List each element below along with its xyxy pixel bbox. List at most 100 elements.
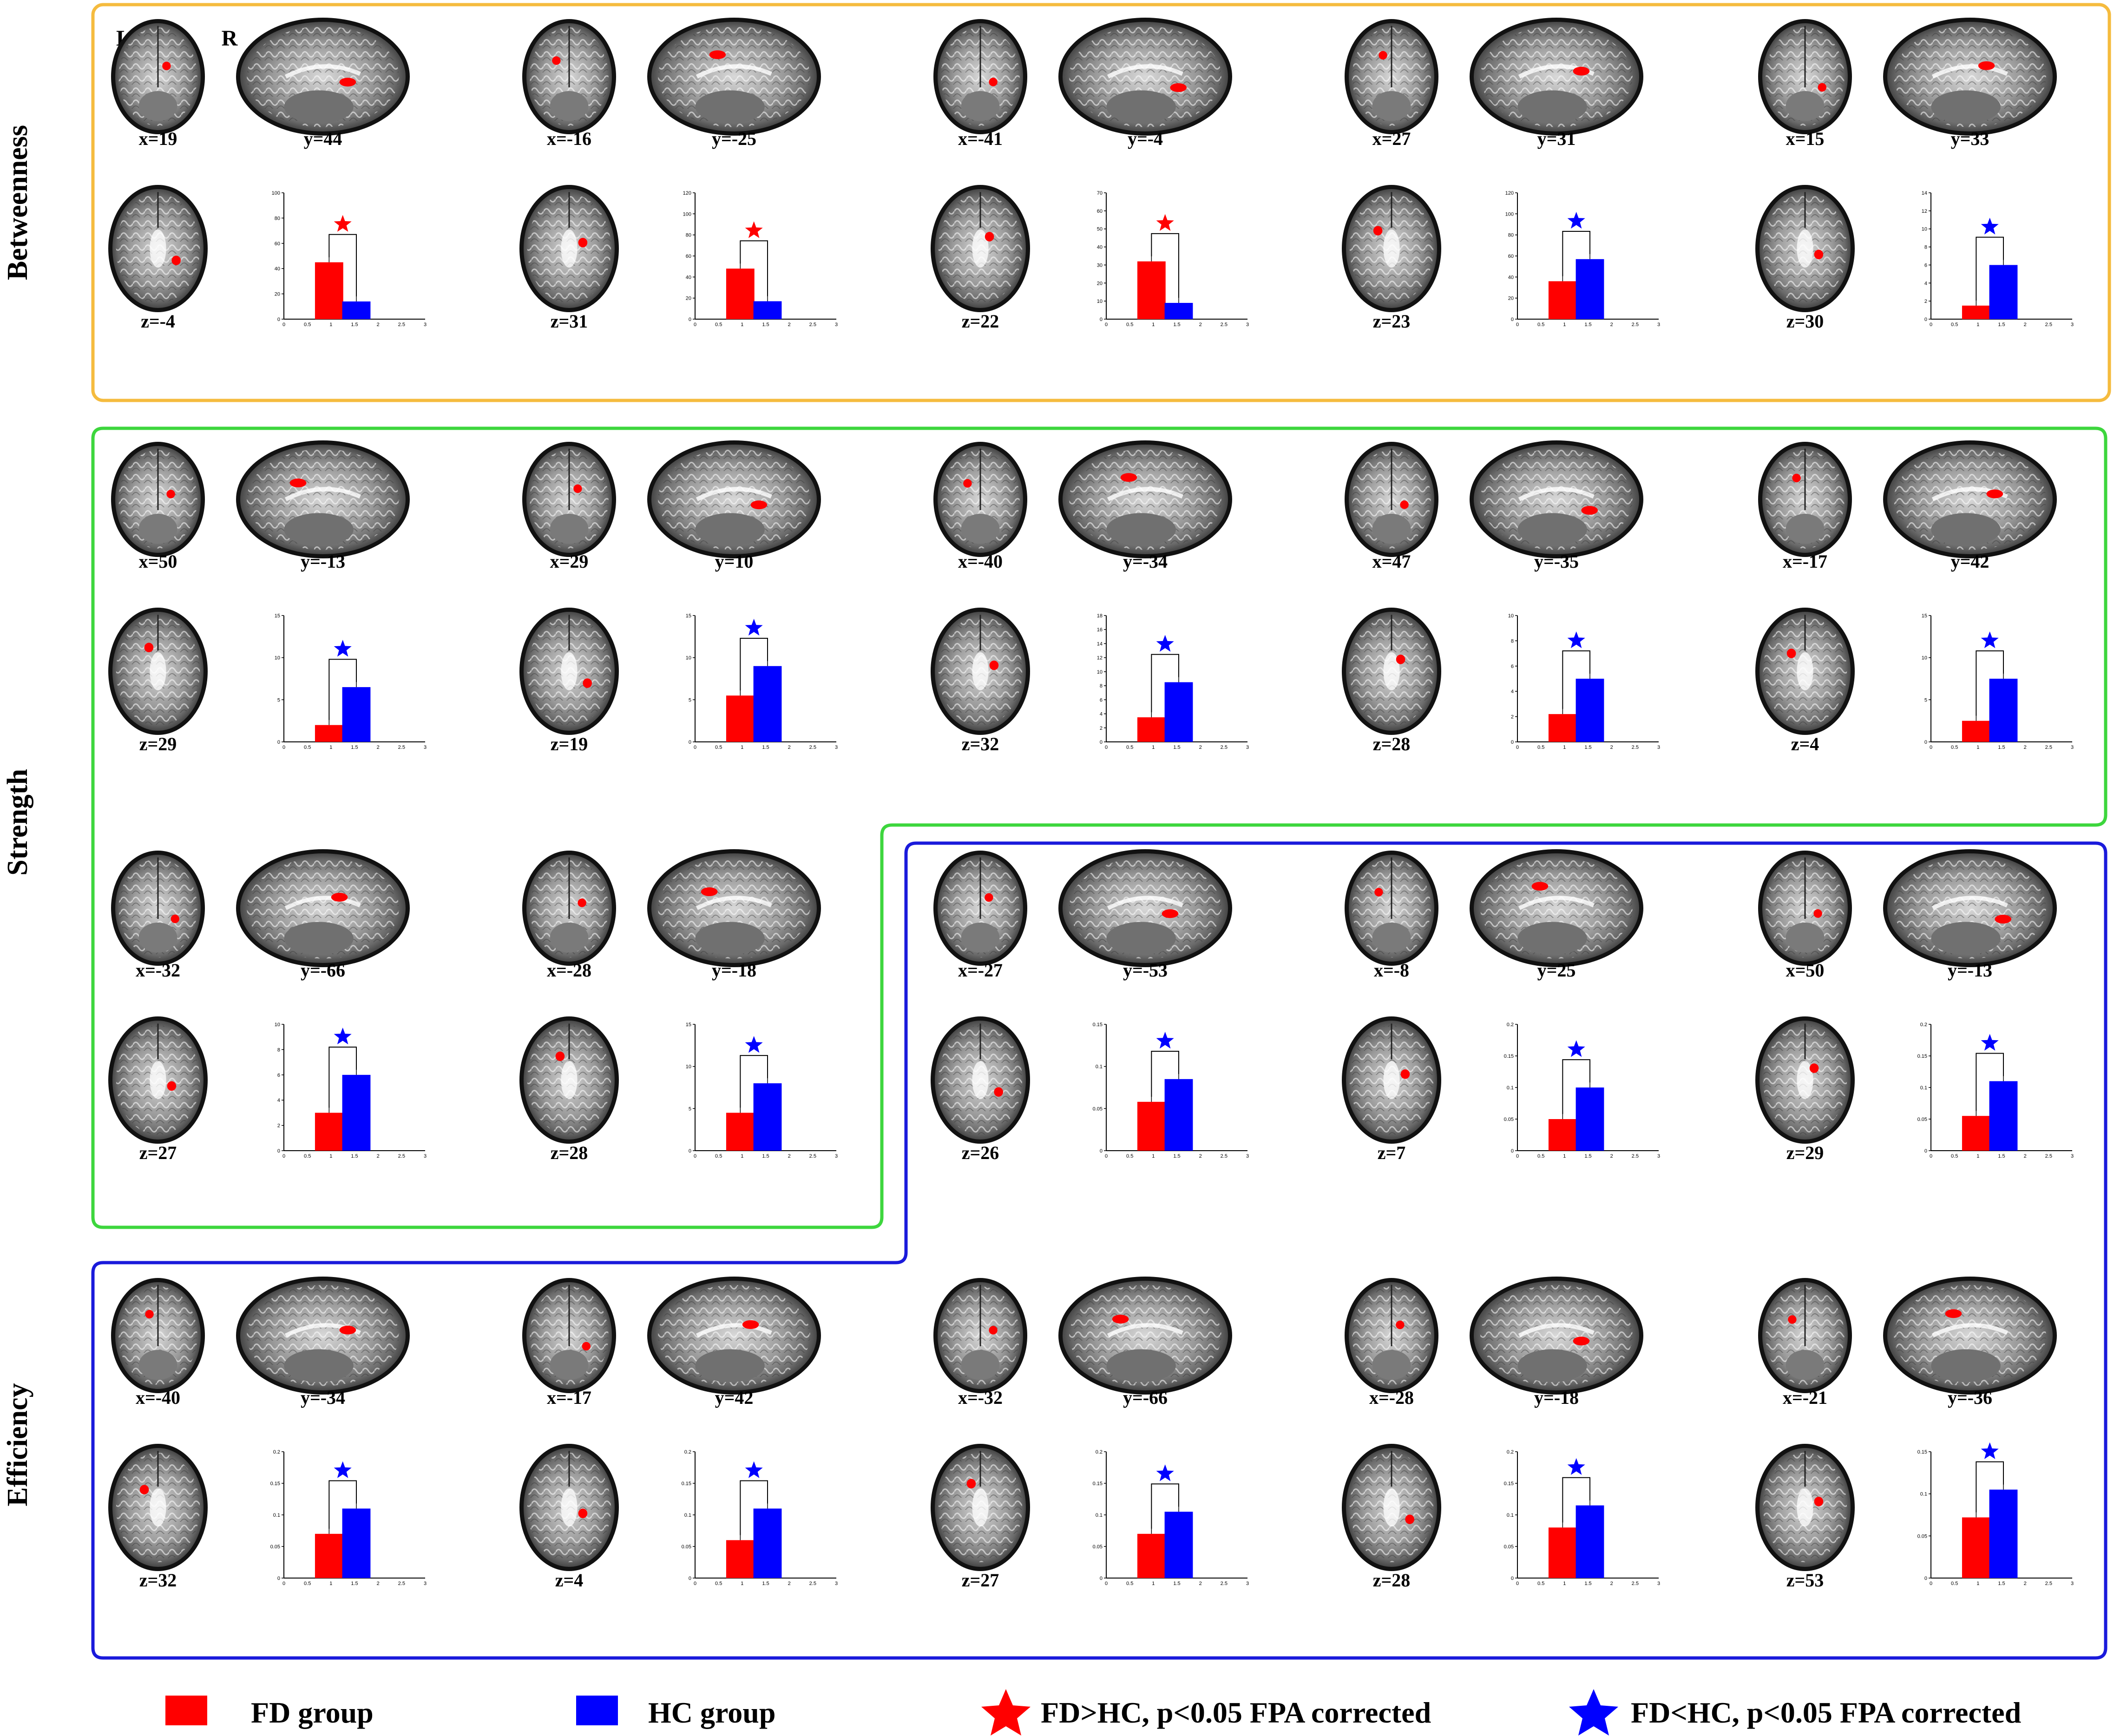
x-tick-label: 1.5 — [1173, 322, 1180, 328]
significance-bracket — [328, 1046, 357, 1108]
ventricles — [1383, 1061, 1400, 1099]
y-tick-label: 18 — [1097, 613, 1103, 619]
section-title-betweenness: Betweenness — [2, 125, 33, 280]
gyri-texture — [1069, 858, 1221, 959]
activation-cluster — [701, 887, 718, 897]
ventricles — [1797, 1488, 1813, 1526]
panel-x=-8: x=-8 y=25 z=7 0 0.05 0.1 0.15 0.2 0 0.5 1 1.5 2 2.5 3 — [1342, 849, 1660, 1163]
x-tick-label: 2.5 — [2045, 1581, 2052, 1586]
y-tick-label: 0.15 — [1093, 1022, 1103, 1028]
bar-hc — [753, 1508, 782, 1578]
activation-cluster — [339, 78, 356, 87]
y-tick-label: 40 — [1508, 275, 1514, 280]
panel-x=-40: x=-40 y=-34 z=32 0 0.05 0.1 0.15 0.2 0 0.5 1 1.5 2 2.… — [108, 1277, 427, 1591]
coronal-slice — [1345, 1278, 1438, 1393]
panel-x=-28: x=-28 y=-18 z=28 0 0.05 0.1 0.15 0.2 0 0.5 1 1.5 2 2.… — [1342, 1277, 1660, 1591]
y-tick-label: 12 — [1097, 655, 1103, 661]
corpus-callosum — [1518, 1323, 1595, 1338]
x-tick-label: 0.5 — [1126, 1153, 1133, 1159]
bar-fd — [1548, 714, 1577, 742]
x-tick-label: 2.5 — [2045, 322, 2052, 328]
coronal-label: x=29 — [550, 551, 589, 572]
activation-cluster — [171, 255, 181, 265]
bar-fd — [315, 262, 343, 319]
x-tick-label: 2.5 — [1221, 1153, 1228, 1159]
x-tick-label: 0 — [1516, 322, 1519, 328]
gyri-texture — [247, 858, 399, 959]
bar-fd — [1962, 721, 1990, 742]
bar-chart: 0 0.05 0.1 0.15 0.2 0 0.5 1 1.5 2 2.5 3 — [270, 1449, 427, 1586]
bar-hc — [1576, 1087, 1604, 1151]
sagittal-label: y=-66 — [301, 960, 345, 981]
bar-chart: 0 10 20 30 40 50 60 70 0 0.5 1 1.5 2 2.5 3 — [1097, 190, 1249, 328]
y-tick-label: 0 — [689, 1148, 691, 1154]
y-tick-label: 0.05 — [1917, 1533, 1927, 1539]
x-tick-label: 0.5 — [1537, 322, 1544, 328]
x-tick-label: 2 — [788, 1153, 791, 1159]
x-tick-label: 2 — [1199, 1581, 1202, 1586]
sagittal-slice — [1470, 18, 1643, 136]
x-tick-label: 0 — [1105, 1581, 1108, 1586]
axial-slice — [931, 608, 1030, 735]
coronal-label: x=50 — [139, 551, 177, 572]
x-tick-label: 2 — [1199, 745, 1202, 750]
activation-cluster — [162, 61, 171, 71]
x-tick-label: 3 — [424, 322, 427, 328]
cerebellum — [1106, 1349, 1176, 1382]
y-tick-label: 0.05 — [1093, 1544, 1103, 1550]
ventricles — [1797, 1061, 1813, 1099]
y-tick-label: 0 — [1511, 740, 1514, 745]
ventricles — [1383, 1488, 1400, 1526]
ventricles — [1383, 652, 1400, 690]
y-tick-label: 40 — [275, 266, 280, 272]
x-tick-label: 0 — [694, 1581, 696, 1586]
y-tick-label: 5 — [277, 697, 280, 703]
x-tick-label: 0 — [1105, 745, 1108, 750]
y-tick-label: 0.05 — [1504, 1117, 1514, 1122]
sagittal-label: y=-25 — [712, 128, 756, 149]
y-tick-label: 20 — [1097, 281, 1103, 286]
bar-fd — [1137, 1101, 1166, 1151]
sagittal-label: y=10 — [715, 551, 754, 572]
x-tick-label: 0.5 — [304, 745, 311, 750]
activation-cluster — [578, 237, 588, 248]
x-tick-label: 1 — [1152, 745, 1155, 750]
y-tick-label: 15 — [1922, 613, 1927, 619]
x-tick-label: 0 — [1930, 1153, 1932, 1159]
x-tick-label: 0.5 — [715, 1153, 722, 1159]
y-tick-label: 6 — [1100, 697, 1103, 703]
bar-fd — [1962, 1116, 1990, 1151]
x-tick-label: 1.5 — [1998, 745, 2005, 750]
y-tick-label: 0.1 — [1507, 1085, 1514, 1091]
x-tick-label: 1 — [1976, 745, 1979, 750]
cerebellum — [1931, 922, 2001, 955]
x-tick-label: 0.5 — [304, 1153, 311, 1159]
blue-star-icon — [745, 1036, 763, 1053]
sagittal-slice — [1058, 849, 1232, 967]
bar-chart: 0 5 10 15 0 0.5 1 1.5 2 2.5 3 — [275, 613, 427, 750]
blue-star-icon — [1567, 1458, 1585, 1475]
cerebellum — [1372, 514, 1411, 544]
x-tick-label: 2 — [377, 1153, 380, 1159]
x-tick-label: 0.5 — [715, 1581, 722, 1586]
activation-cluster — [145, 1310, 154, 1319]
activation-cluster — [1120, 473, 1137, 482]
panel-x=-27: x=-27 y=-53 z=26 0 0.05 0.1 0.15 0 0.5 1 1.5 2 2.5 3 — [931, 849, 1249, 1163]
x-tick-label: 2.5 — [1632, 322, 1639, 328]
gyri-texture — [1069, 26, 1221, 127]
x-tick-label: 2 — [1610, 1153, 1613, 1159]
y-tick-label: 0 — [1100, 740, 1103, 745]
blue-star-icon — [1981, 217, 1999, 235]
x-tick-label: 2.5 — [1221, 745, 1228, 750]
activation-cluster — [985, 232, 994, 242]
blue-star-icon — [1567, 631, 1585, 649]
section-title-efficiency: Efficiency — [2, 1383, 33, 1506]
coronal-slice — [1758, 851, 1852, 966]
y-tick-label: 10 — [1097, 299, 1103, 304]
cerebellum — [1931, 90, 2001, 124]
axial-label: z=27 — [139, 1142, 177, 1163]
x-tick-label: 1 — [1563, 745, 1566, 750]
y-tick-label: 16 — [1097, 627, 1103, 633]
sagittal-label: y=-13 — [301, 551, 345, 572]
axial-label: z=7 — [1378, 1142, 1406, 1163]
